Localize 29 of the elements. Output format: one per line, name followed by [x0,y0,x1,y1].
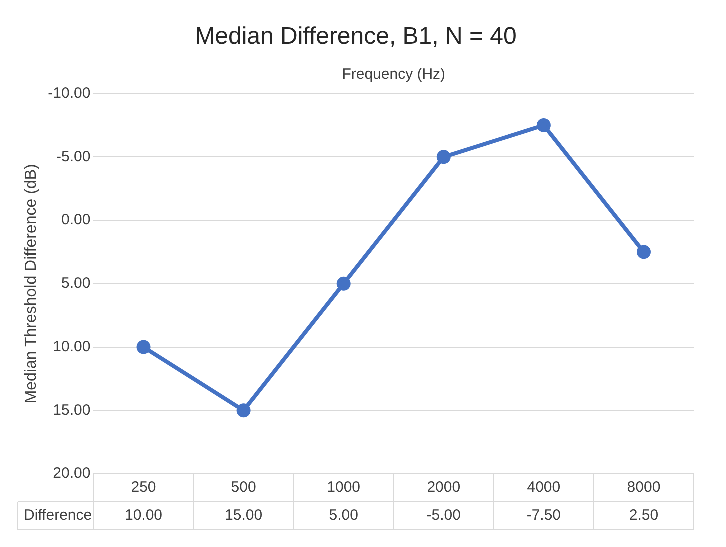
data-label: 5.00 [329,507,358,524]
y-tick-label: -5.00 [56,148,91,166]
x-tick-label: 2000 [427,479,461,496]
point [636,245,651,260]
point [236,404,251,418]
x-axis-title: Frequency (Hz) [342,66,446,83]
data-label: -5.00 [426,507,461,524]
y-tick-label: 20.00 [53,465,91,482]
chart-title: Median Difference, B1, N = 40 [195,23,517,50]
y-tick-label: 5.00 [62,275,91,292]
data-label: -7.50 [526,507,562,524]
point [436,150,451,164]
x-tick-label: 1000 [327,479,361,496]
y-tick-label: 0.00 [62,212,91,229]
y-tick-label: -10.00 [48,84,91,102]
y-tick-label: 15.00 [53,402,91,419]
x-tick-label: 500 [231,479,256,496]
data-label: 15.00 [225,507,263,524]
x-tick-label: 250 [131,479,156,496]
point [336,276,351,291]
x-tick-label: 4000 [527,479,561,496]
data-label: 2.50 [629,507,659,524]
point [536,118,551,132]
point [136,340,151,354]
y-axis-title: Median Threshold Difference (dB) [23,164,40,404]
data-label: 10.00 [124,507,163,524]
text: Difference [24,507,92,524]
x-tick-label: 8000 [627,479,661,496]
y-tick-label: 10.00 [53,338,91,356]
